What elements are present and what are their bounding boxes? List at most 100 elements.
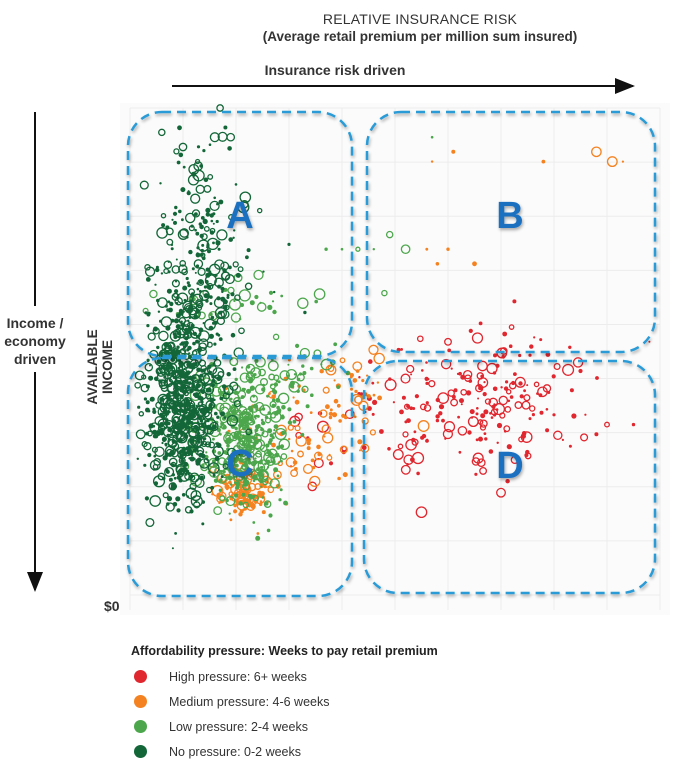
data-point xyxy=(359,392,364,396)
data-point xyxy=(336,403,341,408)
data-point xyxy=(222,463,229,470)
data-point xyxy=(352,378,358,383)
data-point xyxy=(223,450,228,455)
data-point xyxy=(234,457,240,462)
data-point xyxy=(520,433,527,439)
data-point xyxy=(195,231,200,236)
data-point xyxy=(188,163,200,175)
data-point xyxy=(197,311,206,320)
data-point xyxy=(234,377,238,382)
data-point xyxy=(149,459,161,471)
data-point xyxy=(265,443,270,448)
data-point xyxy=(223,125,228,130)
data-point xyxy=(179,451,182,455)
data-point xyxy=(189,299,193,304)
data-point xyxy=(244,457,247,460)
y-direction-label: Income / economy driven xyxy=(0,314,70,368)
data-point xyxy=(492,386,498,392)
data-point xyxy=(134,381,142,389)
data-point xyxy=(194,212,198,217)
data-point xyxy=(222,425,227,430)
data-point xyxy=(246,457,251,463)
data-point xyxy=(319,409,328,418)
data-point xyxy=(272,333,280,341)
data-point xyxy=(278,498,282,502)
data-point xyxy=(224,274,235,285)
data-point xyxy=(468,328,473,333)
data-point xyxy=(225,498,229,503)
data-point xyxy=(313,458,324,469)
data-point xyxy=(158,379,166,387)
data-point xyxy=(314,299,319,304)
data-point xyxy=(172,348,176,352)
data-point xyxy=(287,363,290,366)
data-point xyxy=(280,294,284,298)
data-point xyxy=(438,404,445,410)
data-point xyxy=(435,414,440,419)
data-point xyxy=(525,449,530,455)
data-point xyxy=(301,364,305,368)
data-point xyxy=(416,335,424,343)
region-label-c: C xyxy=(226,443,253,485)
data-point xyxy=(209,132,220,143)
data-point xyxy=(268,513,273,518)
data-point xyxy=(252,439,263,450)
data-point xyxy=(205,451,208,454)
data-point xyxy=(246,248,251,253)
data-point xyxy=(198,342,207,352)
data-point xyxy=(414,394,419,399)
data-point xyxy=(536,392,539,395)
data-point xyxy=(177,449,187,460)
data-point xyxy=(196,145,201,149)
data-point xyxy=(287,424,294,431)
data-point xyxy=(211,424,217,430)
data-point xyxy=(146,324,150,328)
data-point xyxy=(212,222,215,225)
data-point xyxy=(328,411,333,416)
data-point xyxy=(528,405,536,412)
data-point xyxy=(227,146,232,151)
data-point xyxy=(194,271,197,274)
data-point xyxy=(178,209,182,214)
data-point xyxy=(177,366,181,370)
data-point xyxy=(369,429,377,436)
data-point xyxy=(230,292,235,297)
data-point xyxy=(198,330,210,342)
data-point xyxy=(182,165,186,169)
region-box-d xyxy=(362,359,657,595)
data-point xyxy=(508,381,517,390)
data-point xyxy=(144,266,156,277)
data-point xyxy=(180,458,185,463)
data-point xyxy=(528,353,532,357)
data-point xyxy=(189,304,192,307)
data-point xyxy=(152,409,157,414)
data-point xyxy=(197,267,206,276)
data-point xyxy=(234,493,239,498)
data-point xyxy=(280,453,288,460)
data-point xyxy=(253,269,264,281)
data-point xyxy=(245,437,257,449)
data-point xyxy=(159,364,171,376)
data-point xyxy=(489,412,492,415)
data-point xyxy=(136,457,139,460)
data-point xyxy=(397,443,404,450)
data-point xyxy=(260,473,265,478)
data-point xyxy=(305,404,310,409)
data-point xyxy=(219,495,226,502)
data-point xyxy=(273,424,279,429)
data-point xyxy=(228,491,234,497)
data-point xyxy=(228,237,233,242)
data-point xyxy=(290,449,294,453)
data-point xyxy=(503,347,506,350)
data-point xyxy=(594,432,599,437)
data-point xyxy=(220,468,231,479)
data-point xyxy=(200,233,208,241)
data-point xyxy=(244,282,253,291)
data-point xyxy=(505,380,509,384)
data-point xyxy=(518,381,523,386)
data-point xyxy=(227,419,230,422)
data-point xyxy=(479,424,487,431)
data-point xyxy=(294,425,301,432)
data-point xyxy=(201,256,206,261)
data-point xyxy=(416,471,420,476)
